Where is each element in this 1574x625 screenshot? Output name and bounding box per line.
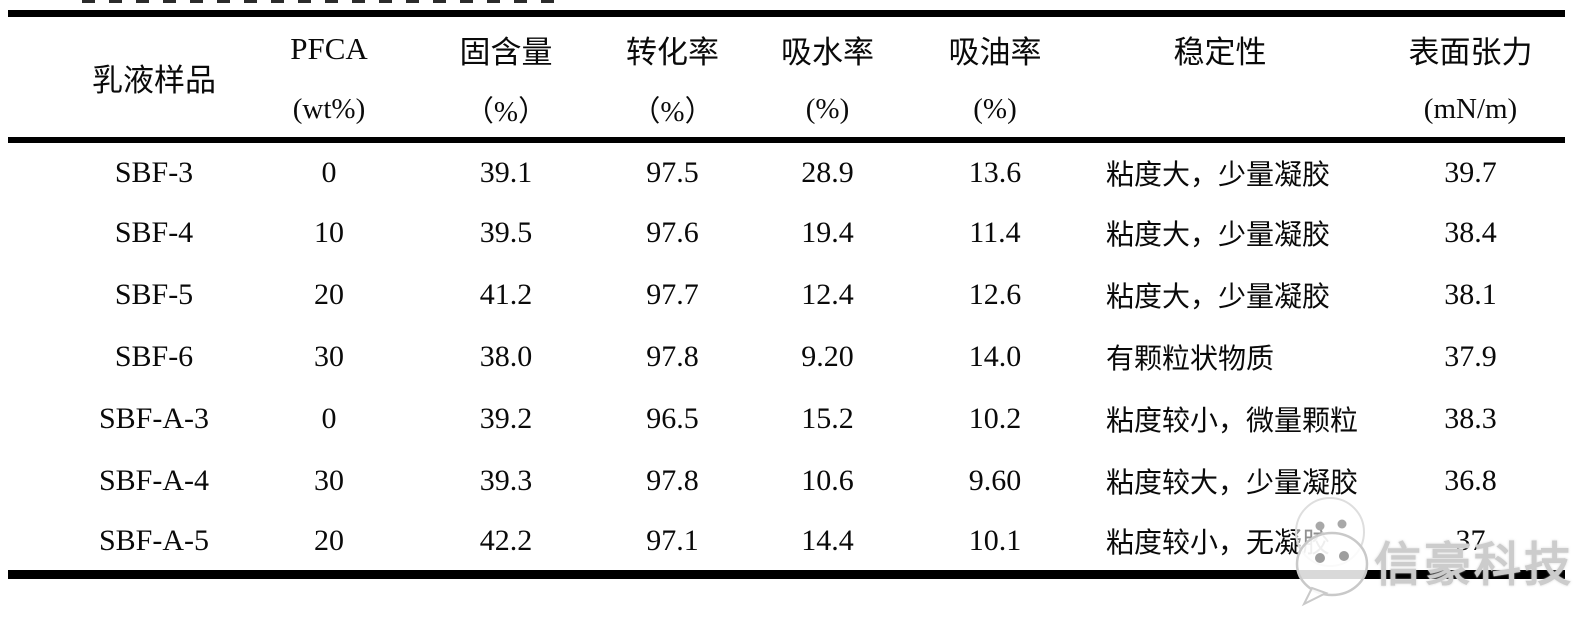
- col-header-label: 表面张力: [1408, 34, 1533, 70]
- cell-sample: SBF-3: [114, 155, 194, 189]
- col-header-stability: 稳定性: [1080, 14, 1360, 141]
- col-header-unit: (%): [805, 92, 850, 125]
- col-header-unit: (mN/m): [1423, 92, 1518, 125]
- cell-stability: 有颗粒状物质: [1106, 344, 1275, 375]
- col-header-unit: [1080, 81, 1360, 137]
- cell-solid-content: 38.0: [479, 340, 533, 373]
- cell-conversion: 96.5: [646, 402, 699, 435]
- cell-oil-absorption: 10.2: [968, 402, 1022, 435]
- cell-solid-content: 39.3: [479, 464, 533, 497]
- col-header-label: 稳定性: [1173, 34, 1267, 70]
- table-row: SBF-A-5 20 42.2 97.1 14.4 10.1 粘度较小，无凝胶 …: [8, 512, 1565, 574]
- cell-stability: 粘度大，少量凝胶: [1106, 282, 1331, 313]
- cell-water-absorption: 12.4: [801, 278, 854, 311]
- table-header: 乳液样品 PFCA (wt%) 固含量 （%） 转化率 （%） 吸水率 (%) …: [8, 14, 1565, 141]
- cell-water-absorption: 15.2: [801, 402, 854, 435]
- col-header-conversion: 转化率 （%）: [600, 14, 745, 141]
- cell-stability: 粘度大，少量凝胶: [1106, 220, 1331, 251]
- cell-pfca: 20: [314, 523, 344, 557]
- cell-stability: 粘度较小，无凝胶: [1106, 527, 1331, 559]
- cell-oil-absorption: 9.60: [968, 464, 1022, 497]
- col-header-unit: (%): [973, 92, 1017, 125]
- cell-solid-content: 41.2: [479, 278, 533, 311]
- col-header-pfca: PFCA (wt%): [280, 14, 400, 141]
- cell-conversion: 97.5: [646, 155, 699, 189]
- cell-stability: 粘度大，少量凝胶: [1106, 159, 1331, 191]
- col-header-label: PFCA: [290, 31, 368, 66]
- cell-conversion: 97.8: [646, 464, 699, 497]
- col-header-label: 转化率: [626, 34, 719, 70]
- cell-conversion: 97.1: [646, 523, 699, 557]
- clipped-caption-fragments: [82, 0, 560, 3]
- cell-water-absorption: 28.9: [801, 155, 854, 189]
- col-header-label: 吸油率: [948, 34, 1042, 70]
- cell-oil-absorption: 14.0: [968, 340, 1022, 373]
- table-body: SBF-3 0 39.1 97.5 28.9 13.6 粘度大，少量凝胶 39.…: [8, 140, 1565, 574]
- cell-pfca: 30: [314, 340, 344, 373]
- col-header-label: 固含量: [459, 34, 553, 70]
- col-header-label: 吸水率: [781, 34, 874, 70]
- cell-solid-content: 39.5: [479, 216, 533, 249]
- cell-oil-absorption: 12.6: [968, 278, 1022, 311]
- cell-pfca: 20: [314, 278, 344, 311]
- col-header-water-absorption: 吸水率 (%): [745, 14, 910, 141]
- col-header-sample: 乳液样品: [8, 14, 280, 141]
- col-header-surface-tension: 表面张力 (mN/m): [1360, 14, 1565, 141]
- col-header-unit: （%）: [631, 96, 714, 128]
- cell-water-absorption: 10.6: [801, 464, 854, 497]
- cell-sample: SBF-A-3: [98, 402, 210, 435]
- col-header-oil-absorption: 吸油率 (%): [910, 14, 1080, 141]
- cell-oil-absorption: 11.4: [969, 216, 1021, 249]
- cell-pfca: 0: [321, 155, 337, 189]
- col-header-unit: （%）: [464, 96, 548, 128]
- col-header-unit: (wt%): [292, 92, 366, 125]
- cell-sample: SBF-6: [114, 340, 194, 373]
- cell-conversion: 97.6: [646, 216, 699, 249]
- cell-solid-content: 39.2: [479, 402, 533, 435]
- col-header-label: 乳液样品: [92, 62, 216, 98]
- table-row: SBF-6 30 38.0 97.8 9.20 14.0 有颗粒状物质 37.9: [8, 326, 1565, 388]
- table-row: SBF-A-3 0 39.2 96.5 15.2 10.2 粘度较小，微量颗粒 …: [8, 388, 1565, 450]
- cell-oil-absorption: 10.1: [968, 523, 1022, 557]
- cell-surface-tension: 38.1: [1444, 278, 1497, 311]
- cell-surface-tension: 37: [1455, 523, 1486, 557]
- cell-solid-content: 39.1: [479, 155, 533, 189]
- cell-conversion: 97.8: [646, 340, 699, 373]
- cell-sample: SBF-A-5: [98, 523, 210, 557]
- table-row: SBF-A-4 30 39.3 97.8 10.6 9.60 粘度较大，少量凝胶…: [8, 450, 1565, 512]
- cell-pfca: 10: [314, 216, 344, 249]
- cell-stability: 粘度较大，少量凝胶: [1106, 468, 1359, 499]
- table-row: SBF-5 20 41.2 97.7 12.4 12.6 粘度大，少量凝胶 38…: [8, 264, 1565, 326]
- cell-surface-tension: 38.4: [1444, 216, 1497, 249]
- cell-oil-absorption: 13.6: [968, 155, 1022, 189]
- cell-water-absorption: 9.20: [801, 340, 854, 373]
- cell-surface-tension: 36.8: [1444, 464, 1497, 497]
- cell-pfca: 0: [321, 402, 337, 435]
- cell-conversion: 97.7: [646, 278, 699, 311]
- cell-surface-tension: 39.7: [1444, 155, 1497, 189]
- cell-sample: SBF-A-4: [98, 464, 210, 497]
- header-row: 乳液样品 PFCA (wt%) 固含量 （%） 转化率 （%） 吸水率 (%) …: [8, 14, 1565, 141]
- cell-surface-tension: 37.9: [1444, 340, 1497, 373]
- cell-pfca: 30: [314, 464, 344, 497]
- cell-solid-content: 42.2: [479, 523, 533, 557]
- cell-water-absorption: 14.4: [801, 523, 854, 557]
- cell-stability: 粘度较小，微量颗粒: [1106, 406, 1359, 437]
- cell-sample: SBF-5: [114, 278, 194, 311]
- col-header-solid-content: 固含量 （%）: [400, 14, 600, 141]
- table-row: SBF-3 0 39.1 97.5 28.9 13.6 粘度大，少量凝胶 39.…: [8, 140, 1565, 202]
- cell-sample: SBF-4: [114, 216, 194, 249]
- emulsion-properties-table: 乳液样品 PFCA (wt%) 固含量 （%） 转化率 （%） 吸水率 (%) …: [8, 10, 1565, 579]
- cell-water-absorption: 19.4: [801, 216, 854, 249]
- table-row: SBF-4 10 39.5 97.6 19.4 11.4 粘度大，少量凝胶 38…: [8, 202, 1565, 264]
- cell-surface-tension: 38.3: [1444, 402, 1497, 435]
